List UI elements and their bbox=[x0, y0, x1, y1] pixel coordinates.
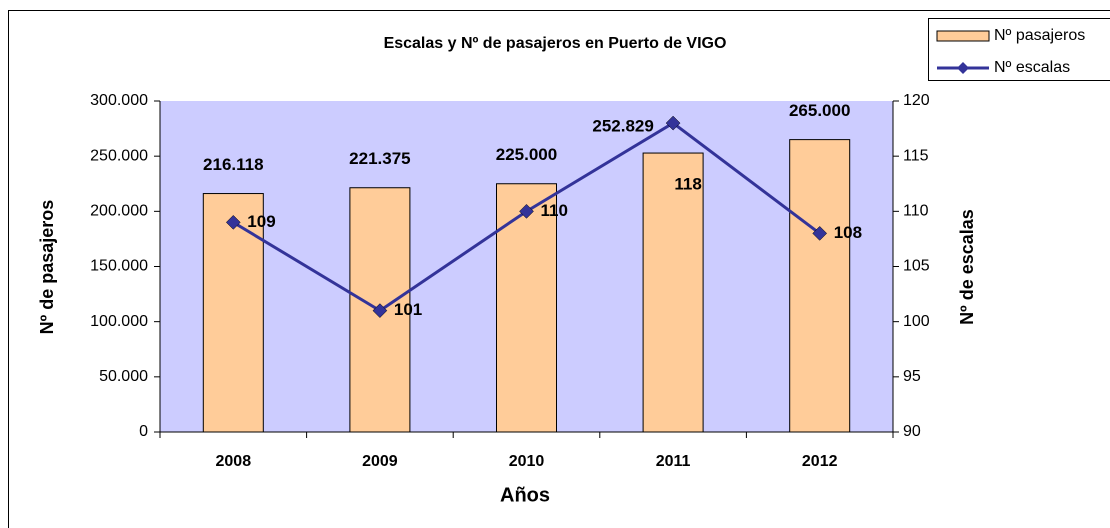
x-tick-label: 2008 bbox=[216, 453, 252, 470]
y2-tick-label: 105 bbox=[903, 258, 930, 275]
y-axis-title: Nº de pasajeros bbox=[37, 200, 57, 335]
legend bbox=[928, 18, 1110, 81]
y2-tick-label: 90 bbox=[903, 423, 921, 440]
y2-tick-label: 115 bbox=[903, 147, 929, 164]
legend-swatch bbox=[936, 30, 990, 42]
x-tick-label: 2011 bbox=[656, 453, 691, 470]
bar bbox=[496, 183, 557, 433]
y2-axis-title: Nº de escalas bbox=[957, 209, 977, 325]
y2-tick-label: 110 bbox=[903, 203, 929, 220]
y2-tick-label: 95 bbox=[903, 368, 921, 385]
bar-value-label: 252.829 bbox=[592, 117, 653, 136]
marker bbox=[225, 215, 241, 230]
bar-value-label: 225.000 bbox=[496, 145, 557, 164]
y2-tick-label: 100 bbox=[903, 313, 930, 330]
line-value-label: 109 bbox=[247, 212, 275, 231]
legend-marker bbox=[957, 62, 969, 74]
y-tick-label: 200.000 bbox=[90, 203, 148, 220]
line-value-label: 118 bbox=[674, 175, 701, 194]
y-tick-label: 0 bbox=[139, 423, 148, 440]
y-tick-label: 250.000 bbox=[90, 147, 148, 164]
bar bbox=[642, 152, 704, 433]
bar bbox=[789, 139, 851, 433]
x-tick-label: 2012 bbox=[802, 453, 838, 470]
y-tick-label: 300.000 bbox=[90, 92, 148, 109]
line-value-label: 108 bbox=[834, 223, 862, 242]
bar-value-label: 265.000 bbox=[789, 101, 850, 120]
bar-value-label: 216.118 bbox=[203, 155, 264, 174]
y-tick-label: 150.000 bbox=[90, 258, 148, 275]
legend-label: Nº pasajeros bbox=[994, 27, 1085, 44]
y-tick-label: 50.000 bbox=[99, 368, 148, 385]
x-axis-title: Años bbox=[500, 484, 550, 506]
marker bbox=[665, 115, 681, 131]
x-tick-label: 2010 bbox=[509, 453, 545, 470]
marker bbox=[812, 226, 828, 241]
y-tick-label: 100.000 bbox=[90, 313, 148, 330]
legend-label: Nº escalas bbox=[994, 59, 1070, 76]
y2-tick-label: 120 bbox=[903, 92, 930, 109]
marker bbox=[519, 203, 534, 219]
line-value-label: 110 bbox=[541, 201, 568, 220]
x-tick-label: 2009 bbox=[362, 453, 398, 470]
marker bbox=[372, 303, 388, 318]
line-value-label: 101 bbox=[394, 300, 422, 319]
chart-title: Escalas y Nº de pasajeros en Puerto de V… bbox=[384, 35, 727, 52]
bar-value-label: 221.375 bbox=[349, 149, 410, 168]
